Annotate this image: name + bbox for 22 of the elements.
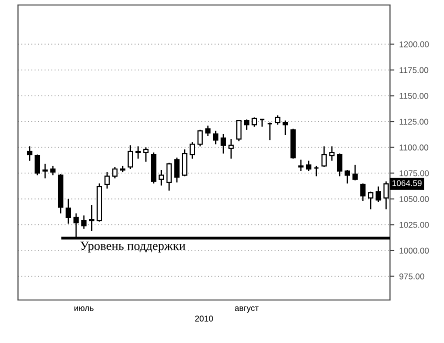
- y-tick-label: 1125.00: [400, 118, 428, 125]
- candlestick: [120, 165, 126, 173]
- y-tick-label: 975.00: [399, 273, 424, 280]
- x-tick-label: август: [234, 306, 259, 313]
- candlestick: [26, 146, 32, 162]
- y-tick-label: 1050.00: [400, 196, 429, 202]
- y-tick-label: 1200.00: [400, 41, 429, 48]
- candlestick: [88, 204, 94, 232]
- annotation: 1064.59: [392, 180, 422, 186]
- y-tick-label: 1175.00: [400, 67, 428, 74]
- x-axis-title: 2010: [195, 316, 213, 322]
- ref-line-label: Уровень поддержки: [80, 242, 186, 253]
- y-tick-label: 1150.00: [400, 92, 428, 99]
- candlestick: [376, 186, 382, 203]
- y-tick-label: 1075.00: [400, 170, 429, 176]
- y-tick-label: 1000.00: [400, 248, 429, 254]
- candlestick: [190, 142, 196, 160]
- candlestick: [42, 163, 48, 179]
- y-tick-label: 1100.00: [400, 144, 428, 150]
- candlestick: [306, 160, 312, 172]
- y-tick-label: 1025.00: [400, 222, 429, 228]
- x-tick-label: июль: [74, 306, 94, 311]
